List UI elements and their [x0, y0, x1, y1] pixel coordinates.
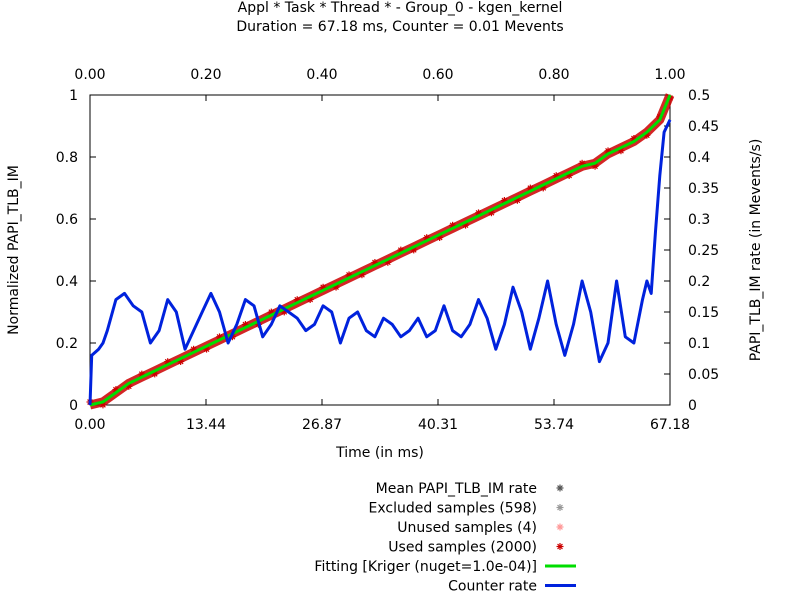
y2-tick-label: 0.05	[688, 367, 719, 383]
used-sample-point	[151, 370, 159, 378]
y-axis-label: Normalized PAPI_TLB_IM	[6, 165, 22, 335]
y2-tick-label: 0.25	[688, 243, 719, 259]
legend-label: Fitting [Kriger (nuget=1.0e-04)]	[314, 559, 537, 575]
y2-tick-label: 0.15	[688, 305, 719, 321]
x2-tick-label: 0.20	[190, 67, 221, 83]
legend-symbol	[556, 484, 564, 492]
y2-tick-label: 0.35	[688, 181, 719, 197]
y-tick-label: 0	[69, 398, 78, 414]
x-tick-label: 67.18	[650, 417, 690, 433]
y-tick-label: 1	[69, 88, 78, 104]
legend-symbol	[556, 504, 564, 511]
y2-tick-label: 0.4	[688, 150, 710, 166]
y2-tick-label: 0.3	[688, 212, 710, 228]
used-sample-point	[539, 184, 547, 192]
y-tick-label: 0.2	[56, 336, 78, 352]
y2-tick-label: 0.5	[688, 88, 710, 104]
x2-tick-label: 0.60	[422, 67, 453, 83]
x2-tick-label: 0.80	[538, 67, 569, 83]
legend-label: Counter rate	[448, 579, 537, 595]
x-tick-label: 13.44	[186, 417, 226, 433]
used-sample-point	[345, 271, 353, 279]
chart-title: Appl * Task * Thread * - Group_0 - kgen_…	[237, 0, 563, 16]
chart-subtitle: Duration = 67.18 ms, Counter = 0.01 Meve…	[236, 19, 564, 35]
legend-label: Excluded samples (598)	[369, 501, 537, 517]
y2-tick-label: 0.1	[688, 336, 710, 352]
x-tick-label: 40.31	[418, 417, 458, 433]
y2-axis-label: PAPI_TLB_IM rate (in Mevents/s)	[748, 139, 764, 362]
legend-symbol	[556, 523, 564, 531]
used-samples-band	[88, 93, 675, 410]
y-tick-label: 0.8	[56, 150, 78, 166]
x-tick-label: 53.74	[534, 417, 574, 433]
x2-tick-label: 0.40	[306, 67, 337, 83]
y-tick-label: 0.4	[56, 274, 78, 290]
used-sample-point	[267, 308, 275, 316]
y-tick-label: 0.6	[56, 212, 78, 228]
used-sample-point	[526, 184, 534, 192]
legend-label: Unused samples (4)	[397, 520, 537, 536]
fitting-line	[89, 94, 672, 407]
legend-label: Mean PAPI_TLB_IM rate	[376, 481, 537, 497]
x2-tick-label: 1.00	[654, 67, 685, 83]
y2-tick-label: 0.45	[688, 119, 719, 135]
y2-tick-label: 0.2	[688, 274, 710, 290]
y2-tick-label: 0	[688, 398, 697, 414]
x-tick-label: 0.00	[74, 417, 105, 433]
legend-symbol	[556, 543, 564, 550]
x-axis-label: Time (in ms)	[335, 445, 424, 461]
counter-rate-line	[88, 119, 672, 406]
x2-tick-label: 0.00	[74, 67, 105, 83]
x-tick-label: 26.87	[302, 417, 342, 433]
legend-label: Used samples (2000)	[388, 540, 537, 556]
